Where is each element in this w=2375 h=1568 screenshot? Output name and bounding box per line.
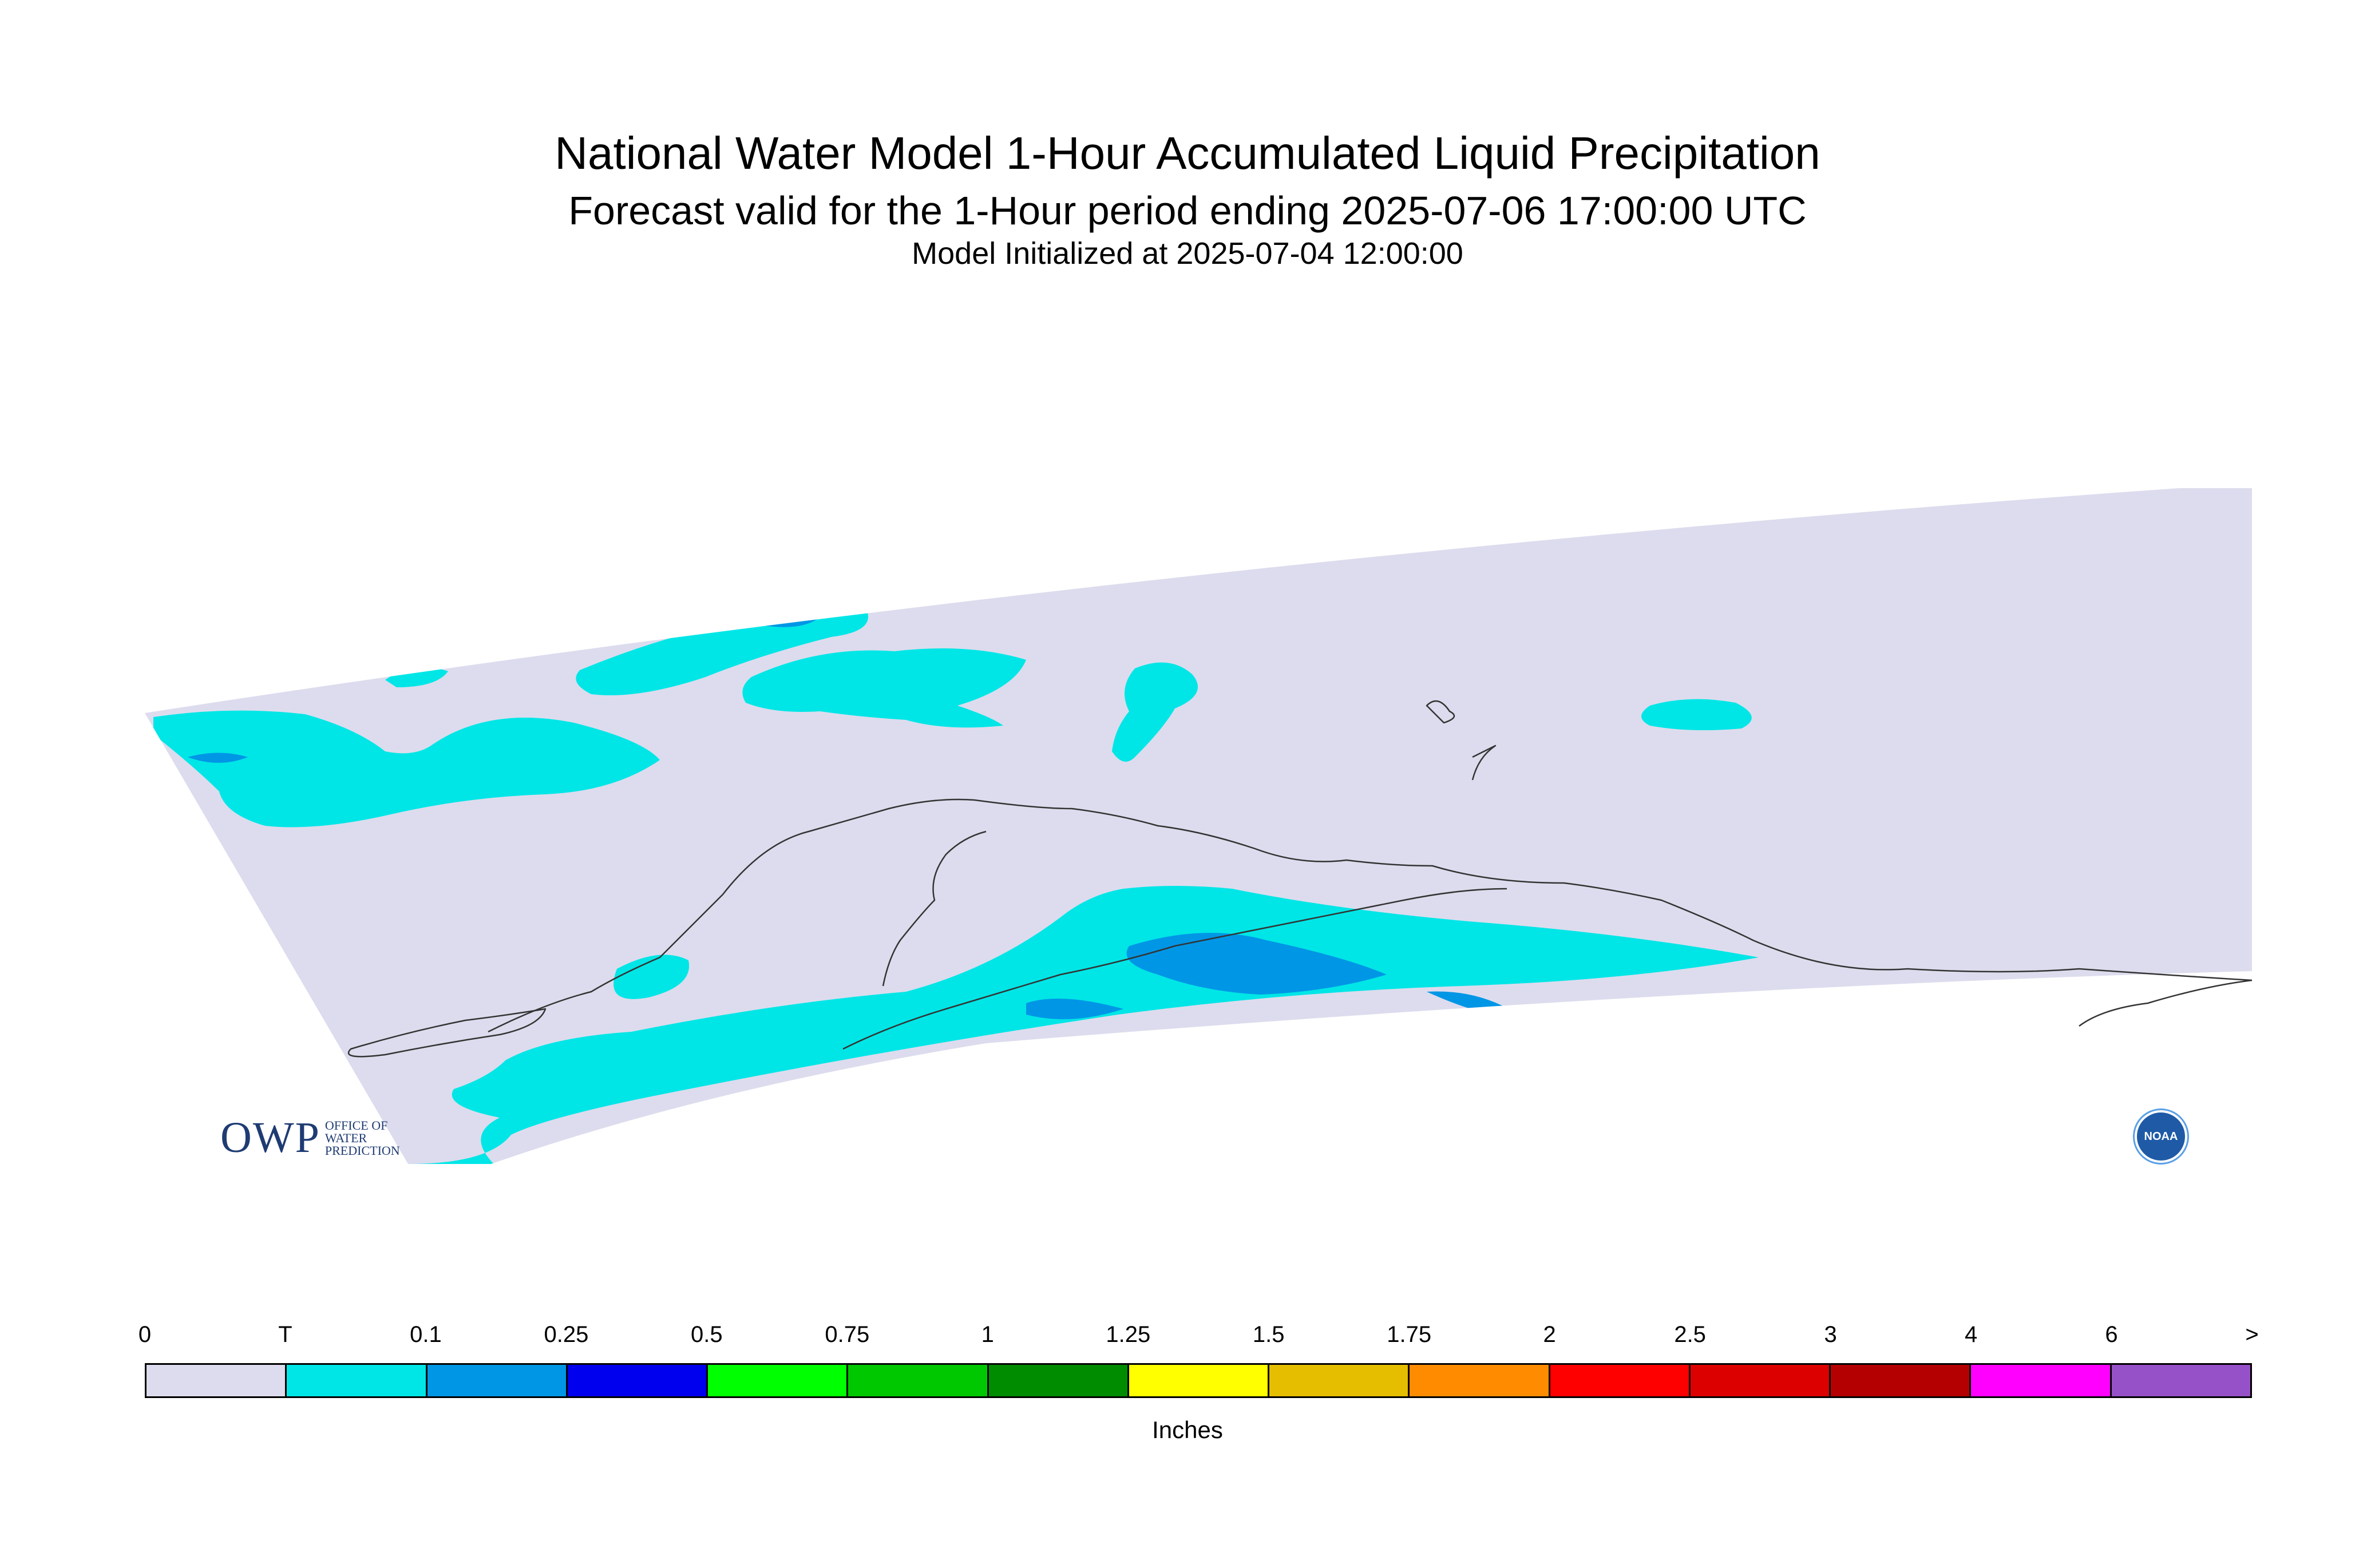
colorbar-tick-label: 1.25 (1106, 1322, 1151, 1347)
colorbar-swatch (2111, 1365, 2250, 1396)
colorbar-tick-label: 6 (2105, 1322, 2118, 1347)
precip-fields (153, 602, 1759, 1164)
coastline-main (488, 798, 2252, 1033)
colorbar-tick-label: 1.5 (1252, 1322, 1285, 1347)
precip-area-southwest (613, 955, 690, 999)
colorbar-tick-label: 3 (1824, 1322, 1837, 1347)
colorbar-tick-label: > (2245, 1322, 2259, 1347)
noaa-logo: NOAA (2135, 1110, 2187, 1163)
colorbar-swatch (287, 1365, 428, 1396)
colorbar-swatch (1129, 1365, 1270, 1396)
owp-logo: OWP OFFICE OF WATER PREDICTION (220, 1113, 417, 1163)
colorbar-tick-label: 1.75 (1387, 1322, 1432, 1347)
owp-wordmark: OWP (220, 1114, 320, 1162)
colorbar-tick-label: 4 (1964, 1322, 1978, 1347)
light-precip-west (188, 753, 248, 763)
colorbar-swatch (988, 1365, 1129, 1396)
coastline-east (2079, 979, 2252, 1027)
colorbar-tick-label: 0.5 (691, 1322, 723, 1347)
colorbar-swatch (1971, 1365, 2112, 1396)
precipitation-map (145, 488, 2252, 1164)
precip-area-north-3 (1112, 662, 1198, 762)
coastlines (347, 700, 2252, 1058)
owp-text: OFFICE OF WATER PREDICTION (324, 1118, 400, 1158)
colorbar-units-label: Inches (1152, 1416, 1223, 1443)
colorbar-tick-label: 2.5 (1674, 1322, 1706, 1347)
precip-area-south (408, 886, 1759, 1164)
light-precip-south-west (1026, 999, 1123, 1019)
colorbar-swatch (848, 1365, 989, 1396)
precip-area-north-2 (742, 648, 1026, 728)
colorbar-swatch (1831, 1365, 1972, 1396)
colorbar-tick-label: 0.75 (825, 1322, 870, 1347)
colorbar-tick-label: 0 (138, 1322, 152, 1347)
coastline-inland (882, 830, 987, 987)
island-north-2 (1471, 745, 1497, 781)
island-north-1 (1426, 700, 1455, 724)
light-precip-south-central (1126, 933, 1387, 995)
precip-area-west (153, 710, 660, 827)
colorbar-swatch (427, 1365, 568, 1396)
coastline-south (842, 888, 1507, 1050)
model-init-label: Model Initialized at 2025-07-04 12:00:00 (912, 236, 1463, 271)
forecast-valid-subtitle: Forecast valid for the 1-Hour period end… (568, 188, 1807, 233)
colorbar-swatch (147, 1365, 287, 1396)
colorbar-tick-label: T (278, 1322, 292, 1347)
colorbar-swatch (1690, 1365, 1831, 1396)
colorbar-swatch (1269, 1365, 1410, 1396)
colorbar-tick-label: 0.25 (544, 1322, 589, 1347)
colorbar-swatch (1410, 1365, 1550, 1396)
noaa-text: NOAA (2144, 1130, 2178, 1143)
colorbar-tick-label: 1 (981, 1322, 994, 1347)
chart-title: National Water Model 1-Hour Accumulated … (555, 128, 1820, 179)
colorbar-tick-label: 0.1 (410, 1322, 442, 1347)
colorbar-swatch (708, 1365, 849, 1396)
trace-precip-areas (153, 602, 1759, 1164)
colorbar-swatch (1550, 1365, 1691, 1396)
coastline-southwest (347, 1008, 547, 1058)
colorbar-swatch (567, 1365, 708, 1396)
colorbar (145, 1363, 2252, 1398)
precip-area-northeast (1641, 699, 1752, 731)
colorbar-tick-label: 2 (1543, 1322, 1556, 1347)
